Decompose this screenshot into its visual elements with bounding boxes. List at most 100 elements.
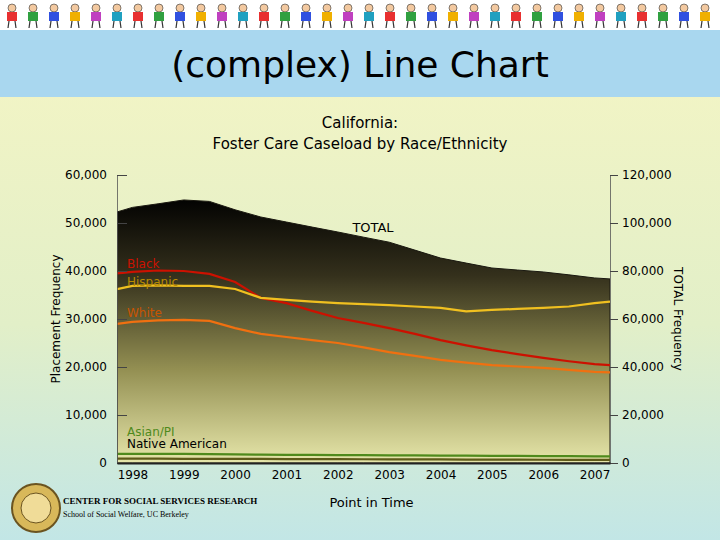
kid-head xyxy=(596,4,604,12)
kid-head xyxy=(680,4,688,12)
kid-leg xyxy=(155,21,156,28)
kid-leg xyxy=(239,21,240,28)
kid-leg xyxy=(533,21,534,28)
y2-tick: 0 xyxy=(610,456,630,470)
y2-tick-mark xyxy=(610,223,618,224)
kid-leg xyxy=(141,21,142,28)
kid-leg xyxy=(393,21,394,28)
kid-head xyxy=(218,4,226,12)
series-line xyxy=(117,459,610,460)
kid-head xyxy=(71,4,79,12)
kid-head xyxy=(260,4,268,12)
x-tick-label: 1999 xyxy=(169,468,200,482)
y2-tick: 100,000 xyxy=(610,216,672,230)
kid-leg xyxy=(344,21,345,28)
kid-body xyxy=(28,12,38,21)
y-tick-label: 50,000 xyxy=(65,216,107,230)
kid-leg xyxy=(540,21,541,28)
y2-tick-mark xyxy=(610,319,618,320)
seal-inner xyxy=(21,493,51,523)
kid-body xyxy=(301,12,311,21)
kid-leg xyxy=(414,21,415,28)
x-tick-label: 2003 xyxy=(374,468,405,482)
kid-head xyxy=(344,4,352,12)
kid-leg xyxy=(575,21,576,28)
series-label: Black xyxy=(127,257,160,271)
title-band xyxy=(0,30,720,97)
kid-head xyxy=(470,4,478,12)
kid-body xyxy=(427,12,437,21)
kid-body xyxy=(385,12,395,21)
kid-leg xyxy=(8,21,9,28)
kid-leg xyxy=(162,21,163,28)
kid-leg xyxy=(477,21,478,28)
kid-leg xyxy=(680,21,681,28)
kid-leg xyxy=(456,21,457,28)
y2-tick: 80,000 xyxy=(610,264,664,278)
kid-leg xyxy=(708,21,709,28)
kid-leg xyxy=(120,21,121,28)
y-tick: 20,000 xyxy=(65,360,127,374)
kid-leg xyxy=(449,21,450,28)
kid-leg xyxy=(603,21,604,28)
kid-leg xyxy=(176,21,177,28)
y-tick-label: 10,000 xyxy=(65,408,107,422)
kid-leg xyxy=(323,21,324,28)
kid-body xyxy=(280,12,290,21)
y-tick-mark xyxy=(117,319,127,320)
kid-body xyxy=(196,12,206,21)
x-axis-title: Point in Time xyxy=(329,495,413,510)
x-tick: 2000 xyxy=(220,463,251,482)
kid-head xyxy=(554,4,562,12)
y-tick-mark xyxy=(117,415,127,416)
y2-tick: 120,000 xyxy=(610,168,672,182)
y-tick: 60,000 xyxy=(65,168,127,182)
kid-head xyxy=(449,4,457,12)
x-tick-label: 2007 xyxy=(580,468,611,482)
kid-body xyxy=(322,12,332,21)
plot-area xyxy=(117,200,610,463)
y-tick: 40,000 xyxy=(65,264,127,278)
slide-title: (complex) Line Chart xyxy=(171,44,549,85)
kid-leg xyxy=(512,21,513,28)
kid-head xyxy=(8,4,16,12)
kid-leg xyxy=(225,21,226,28)
kid-head xyxy=(239,4,247,12)
x-tick: 2002 xyxy=(323,463,354,482)
kid-head xyxy=(659,4,667,12)
y2-tick-label: 100,000 xyxy=(622,216,672,230)
x-tick-label: 2001 xyxy=(272,468,303,482)
kid-body xyxy=(658,12,668,21)
y2-axis: 020,00040,00060,00080,000100,000120,000 xyxy=(610,168,672,470)
kid-leg xyxy=(92,21,93,28)
kid-body xyxy=(259,12,269,21)
kid-leg xyxy=(281,21,282,28)
kid-leg xyxy=(36,21,37,28)
kid-leg xyxy=(113,21,114,28)
kid-leg xyxy=(428,21,429,28)
y-tick-label: 0 xyxy=(99,456,107,470)
x-tick: 1999 xyxy=(169,463,200,482)
kid-leg xyxy=(99,21,100,28)
kid-body xyxy=(637,12,647,21)
y2-tick: 60,000 xyxy=(610,312,664,326)
kid-head xyxy=(281,4,289,12)
x-tick: 2007 xyxy=(580,463,611,482)
kid-leg xyxy=(365,21,366,28)
kid-leg xyxy=(596,21,597,28)
kid-body xyxy=(70,12,80,21)
kid-body xyxy=(91,12,101,21)
kid-leg xyxy=(645,21,646,28)
x-tick-label: 2002 xyxy=(323,468,354,482)
kid-head xyxy=(701,4,709,12)
x-tick-label: 1998 xyxy=(118,468,149,482)
kid-body xyxy=(7,12,17,21)
kid-leg xyxy=(666,21,667,28)
kid-body xyxy=(490,12,500,21)
y2-tick-mark xyxy=(610,175,618,176)
y-tick-label: 20,000 xyxy=(65,360,107,374)
kid-body xyxy=(112,12,122,21)
kid-leg xyxy=(470,21,471,28)
x-tick: 2004 xyxy=(426,463,457,482)
kid-leg xyxy=(351,21,352,28)
